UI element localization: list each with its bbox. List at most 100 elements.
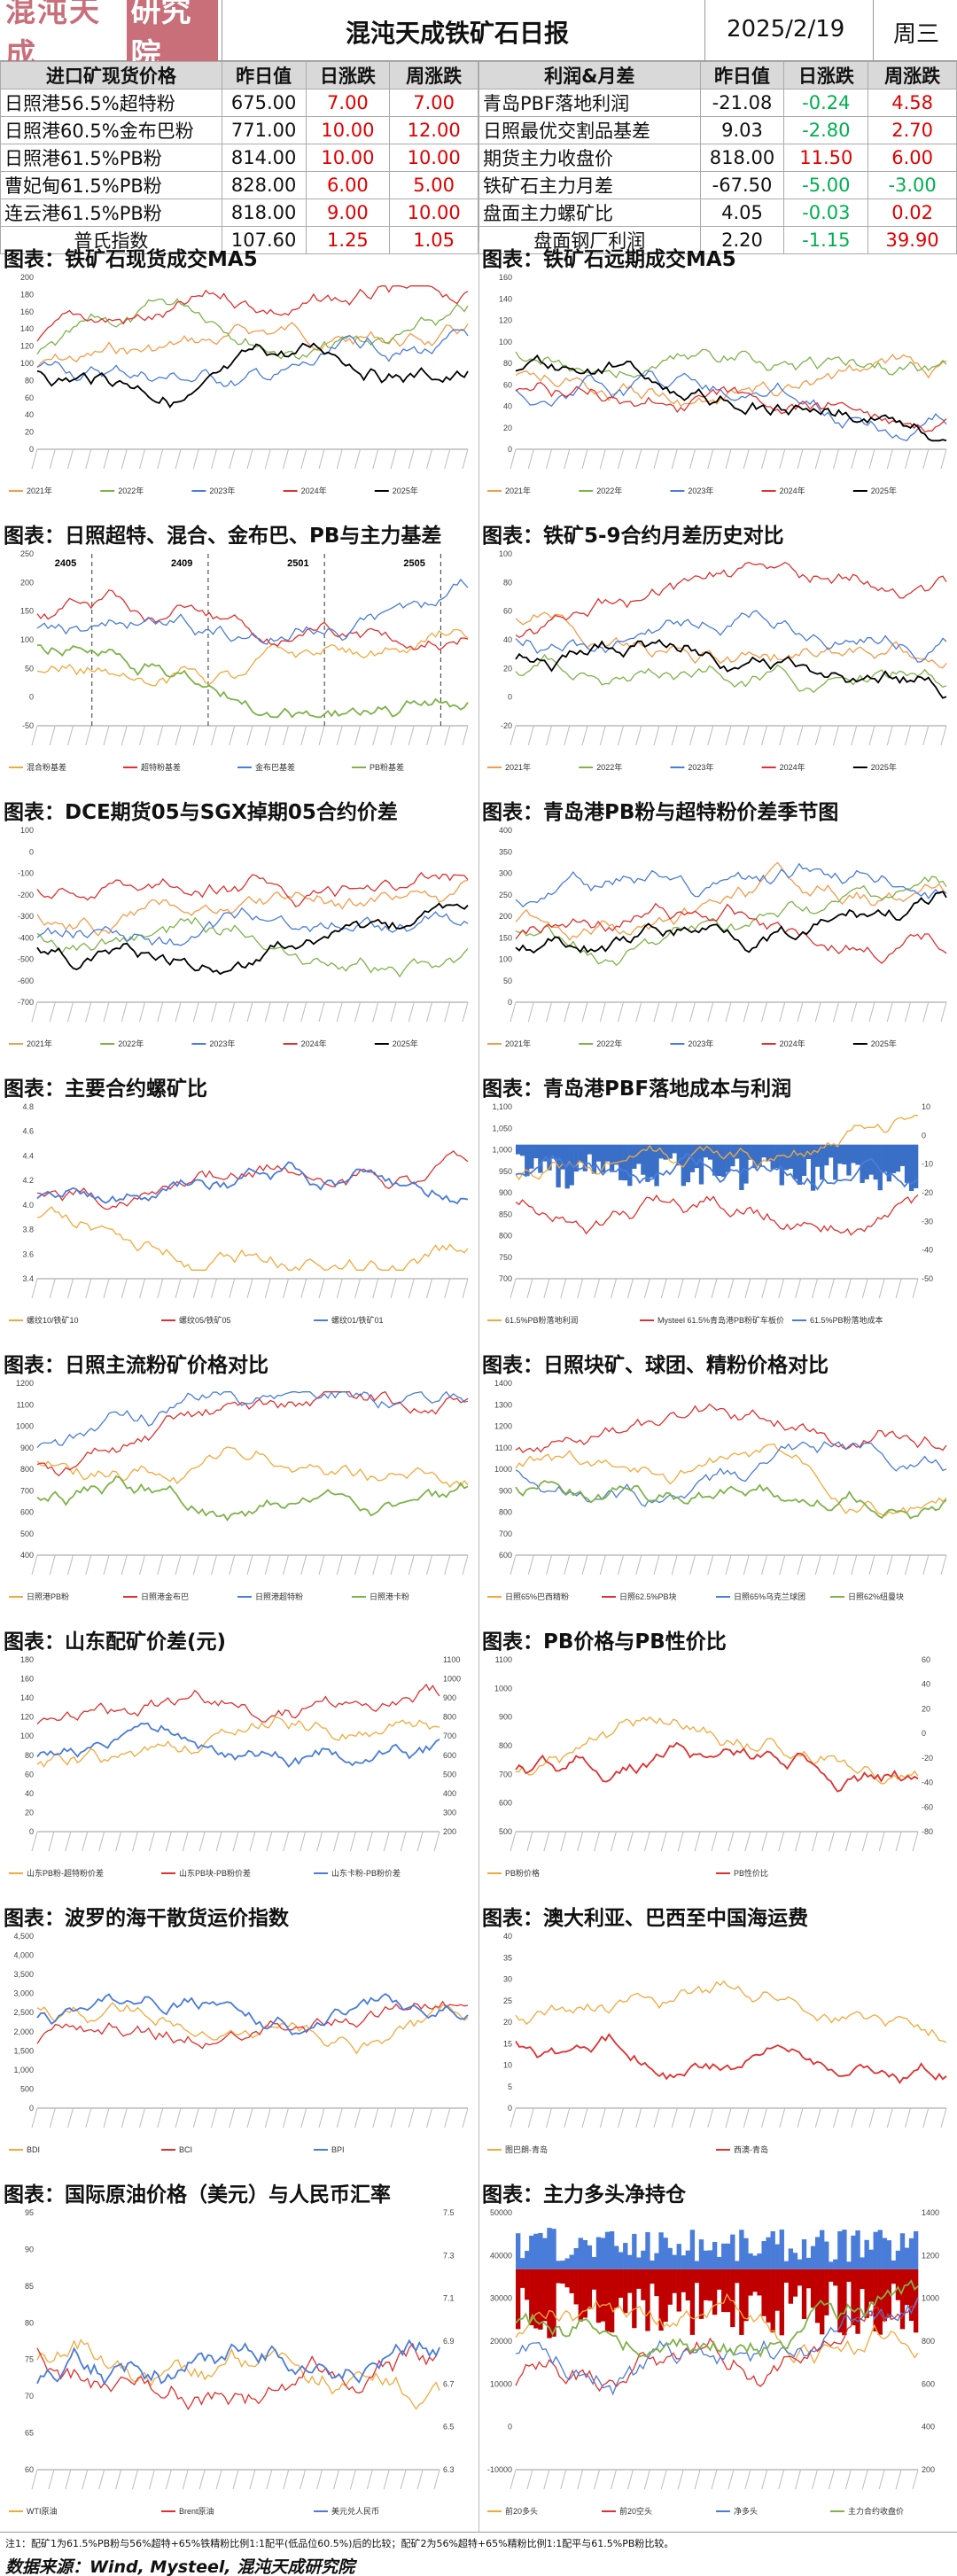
bar (855, 2230, 860, 2269)
series-line (36, 628, 469, 687)
bar (735, 1144, 740, 1159)
y-tick-label-right: 1100 (443, 1655, 460, 1664)
table-row: 日照最优交割品基差 9.03 -2.80 2.70 (478, 116, 957, 144)
bar (739, 2269, 744, 2335)
bar (632, 2233, 637, 2269)
y-tick-label: 700 (499, 1529, 512, 1538)
x-tick-label (232, 1831, 239, 1852)
x-tick-label (725, 1001, 732, 1023)
y-tick-label: 150 (20, 607, 34, 616)
y-tick-label: 200 (499, 912, 512, 921)
y-tick-label-right: -20 (922, 1188, 933, 1197)
y-tick-label-right: 500 (443, 1770, 456, 1778)
bar (650, 2269, 655, 2284)
legend-label: BDI (27, 2145, 40, 2154)
bar (676, 1144, 681, 1166)
x-tick-label (851, 725, 858, 746)
y-tick-label-right: 6.7 (443, 2379, 455, 2388)
bar (627, 2254, 633, 2269)
x-tick-label (543, 2469, 550, 2490)
bar (582, 2269, 588, 2318)
x-tick-label (390, 1554, 397, 1576)
x-tick-label (743, 2107, 750, 2129)
x-tick-label (462, 1001, 469, 1023)
y-tick-label: 4.0 (22, 1201, 34, 1210)
legend-label: 净多头 (734, 2506, 758, 2516)
x-tick-label (868, 2107, 875, 2129)
x-tick-label (249, 2469, 256, 2490)
x-tick-label (31, 2469, 38, 2490)
series-line (36, 285, 469, 342)
x-tick-label (940, 2107, 947, 2129)
y-tick-label: 20000 (490, 2337, 512, 2346)
bar (578, 2269, 583, 2322)
cell-value: 9.03 (699, 116, 785, 144)
y-tick-label: 140 (20, 1693, 34, 1702)
x-tick-label (31, 448, 38, 470)
x-tick-label (82, 1831, 89, 1852)
x-tick-label (229, 1278, 236, 1299)
y-tick-label: -500 (18, 955, 34, 964)
x-tick-label (828, 2469, 835, 2490)
x-tick-label (67, 2107, 74, 2129)
x-tick-label (797, 725, 804, 746)
x-tick-label (408, 1554, 415, 1576)
x-tick-label (689, 725, 696, 746)
x-tick-label (886, 448, 893, 470)
bar (855, 1144, 860, 1165)
x-tick-label (408, 1001, 415, 1023)
x-tick-label (707, 725, 714, 746)
x-tick-label (182, 1831, 189, 1852)
chart-title: 图表：DCE期货05与SGX掉期05合约价差 (4, 801, 398, 824)
legend-label: 2024年 (780, 486, 805, 495)
bar (707, 1144, 713, 1160)
legend-label: 日照62.5%PB块 (619, 1592, 677, 1601)
x-tick-label (229, 1554, 236, 1576)
bar (895, 2269, 901, 2300)
cell-value: 11.50 (783, 144, 869, 172)
x-tick-label (851, 2107, 858, 2129)
legend-label: 超特粉基差 (141, 762, 181, 772)
legend-label: 螺纹05/铁矿05 (179, 1315, 231, 1325)
series-line (36, 578, 469, 645)
series-line (515, 653, 947, 694)
bar (717, 1144, 722, 1177)
y-tick-label: 300 (499, 869, 512, 878)
x-tick-label (922, 725, 930, 746)
table-row: 青岛PBF落地利润 -21.08 -0.24 4.58 (478, 89, 957, 117)
bar (721, 1144, 727, 1178)
bar (698, 2239, 704, 2269)
x-tick-label (390, 725, 397, 746)
bar (529, 1144, 534, 1169)
series-line (36, 1446, 469, 1489)
bar (820, 2230, 825, 2269)
cell-value: 10.00 (389, 198, 478, 227)
y-tick-label: 1,000 (13, 2066, 34, 2074)
series-line (515, 2279, 919, 2358)
cell-value: 9.00 (305, 198, 391, 227)
y-tick-label: 80 (25, 376, 34, 385)
y-tick-label: 1,100 (492, 1102, 512, 1111)
x-tick-label (49, 2107, 56, 2129)
x-tick-label (300, 1831, 307, 1852)
cell-value: 7.00 (305, 89, 391, 117)
chart-title: 图表：青岛港PBF落地成本与利润 (482, 1078, 792, 1101)
x-tick-label (400, 2469, 407, 2490)
cell-value: 10.00 (305, 116, 391, 144)
cell-value: 6.00 (305, 171, 391, 199)
bar (542, 2237, 548, 2269)
x-tick-label (462, 1278, 469, 1299)
y-tick-label: -700 (18, 998, 34, 1007)
x-tick-label (121, 1001, 128, 1023)
bar (641, 2250, 646, 2269)
x-tick-label (814, 1554, 821, 1576)
bar (564, 2269, 570, 2288)
x-tick-label (778, 1278, 785, 1299)
x-tick-label (660, 1831, 667, 1852)
series-line (37, 644, 469, 719)
y-tick-label: 3.8 (22, 1226, 34, 1234)
x-tick-label (868, 448, 875, 470)
report-header: 混沌天成 研究院 混沌天成铁矿石日报 2025/2/19 周三 (0, 0, 957, 74)
bar (774, 2269, 780, 2311)
series-line (515, 1403, 947, 1454)
